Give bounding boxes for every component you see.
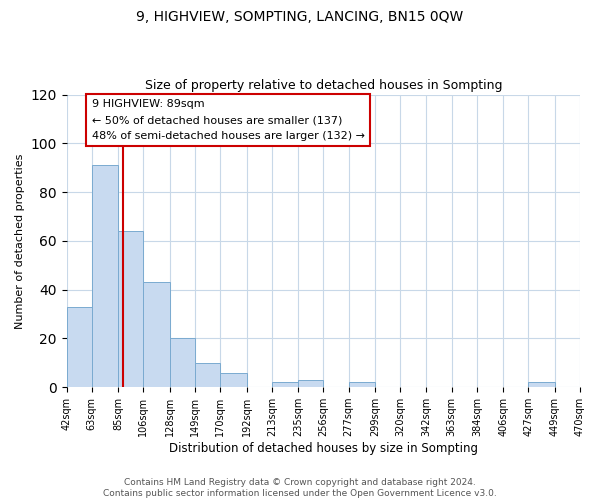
Bar bbox=[92, 166, 118, 387]
Bar bbox=[298, 380, 323, 387]
Bar bbox=[118, 231, 143, 387]
Text: 9 HIGHVIEW: 89sqm
← 50% of detached houses are smaller (137)
48% of semi-detache: 9 HIGHVIEW: 89sqm ← 50% of detached hous… bbox=[92, 100, 365, 140]
Bar bbox=[272, 382, 298, 387]
Bar bbox=[529, 382, 555, 387]
Bar bbox=[67, 306, 92, 387]
Bar bbox=[349, 382, 375, 387]
Bar bbox=[143, 282, 170, 387]
Text: 9, HIGHVIEW, SOMPTING, LANCING, BN15 0QW: 9, HIGHVIEW, SOMPTING, LANCING, BN15 0QW bbox=[136, 10, 464, 24]
Text: Contains HM Land Registry data © Crown copyright and database right 2024.
Contai: Contains HM Land Registry data © Crown c… bbox=[103, 478, 497, 498]
X-axis label: Distribution of detached houses by size in Sompting: Distribution of detached houses by size … bbox=[169, 442, 478, 455]
Bar bbox=[170, 338, 195, 387]
Bar bbox=[220, 372, 247, 387]
Y-axis label: Number of detached properties: Number of detached properties bbox=[15, 153, 25, 328]
Bar bbox=[195, 363, 220, 387]
Title: Size of property relative to detached houses in Sompting: Size of property relative to detached ho… bbox=[145, 79, 502, 92]
